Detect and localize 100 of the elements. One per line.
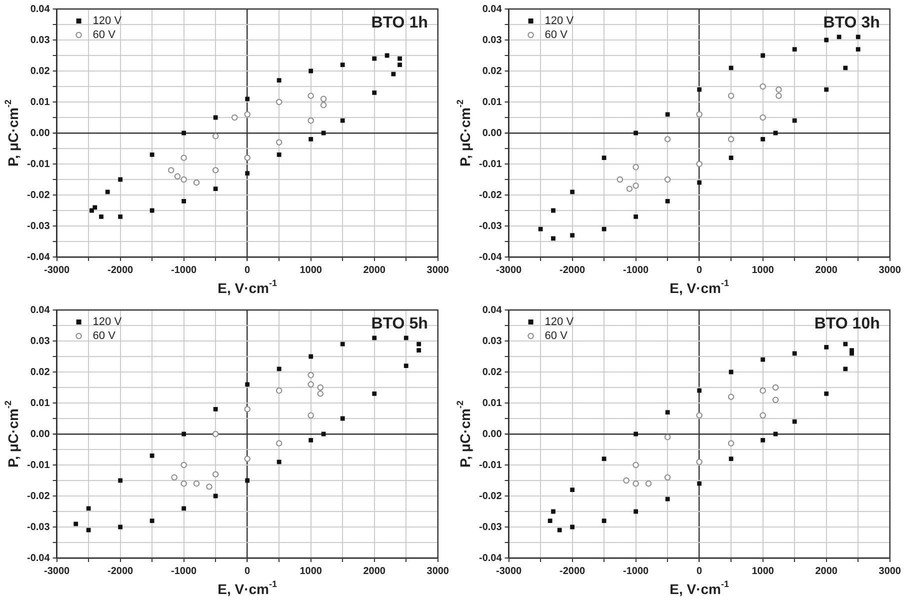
x-tick-label: 1000	[752, 264, 774, 276]
point	[843, 342, 848, 346]
x-tick-label: 0	[696, 264, 703, 276]
point	[398, 56, 402, 61]
point	[760, 388, 766, 394]
point	[182, 432, 186, 436]
point	[760, 357, 766, 362]
point	[213, 186, 218, 191]
point	[182, 199, 186, 204]
point	[213, 115, 218, 120]
point	[86, 506, 91, 511]
point	[665, 410, 670, 414]
legend-label: 120 V	[544, 15, 574, 28]
y-tick-label: 0.01	[30, 96, 50, 108]
legend-label: 120 V	[92, 316, 122, 328]
x-tick-label: 1000	[300, 566, 322, 577]
point	[626, 186, 633, 192]
point	[570, 524, 575, 530]
point	[792, 47, 797, 52]
chart-title: BTO 5h	[371, 315, 428, 332]
point	[792, 419, 797, 424]
point	[276, 78, 282, 82]
y-axis-title: P, μC·cm-2	[2, 100, 21, 166]
point	[212, 167, 219, 174]
point	[308, 92, 314, 99]
y-tick-label: 0.04	[30, 4, 50, 15]
point	[193, 180, 200, 186]
x-tick-label: 2000	[815, 264, 838, 276]
point	[570, 190, 575, 194]
chart-title: BTO 10h	[814, 315, 880, 332]
point	[308, 68, 314, 74]
point	[168, 167, 174, 174]
point	[665, 199, 670, 204]
point	[317, 390, 324, 397]
point	[404, 364, 408, 368]
point	[824, 38, 829, 42]
point	[276, 388, 282, 394]
point	[276, 98, 282, 106]
point	[664, 136, 671, 142]
point	[760, 114, 766, 121]
point	[90, 208, 94, 213]
x-tick-label: -2000	[108, 566, 134, 577]
legend-label: 60 V	[92, 29, 116, 42]
point	[760, 137, 766, 142]
point	[320, 102, 327, 108]
x-tick-label: -2000	[560, 566, 586, 577]
point	[340, 118, 345, 123]
y-axis-title: P, μC·cm-2	[454, 400, 473, 468]
point	[244, 154, 250, 161]
point	[193, 480, 200, 487]
point	[232, 114, 238, 121]
point	[171, 474, 178, 480]
point	[276, 139, 282, 146]
x-tick-label: 2000	[363, 566, 386, 577]
x-tick-label: 0	[244, 264, 251, 276]
y-tick-label: -0.03	[478, 220, 502, 232]
x-tick-label: -2000	[108, 264, 134, 276]
point	[728, 456, 734, 461]
y-axis-title: P, μC·cm-2	[454, 100, 473, 166]
point	[118, 524, 123, 530]
point	[74, 522, 78, 526]
point	[340, 342, 345, 346]
y-tick-label: -0.02	[478, 190, 502, 201]
legend-label: 60 V	[544, 330, 568, 342]
y-tick-label: -0.02	[478, 490, 502, 502]
point	[792, 351, 797, 356]
point	[308, 438, 314, 442]
point	[570, 488, 575, 492]
point	[616, 176, 624, 183]
point	[760, 438, 766, 442]
legend-label: 120 V	[544, 316, 574, 328]
x-tick-label: -1000	[171, 264, 198, 276]
point	[551, 509, 556, 514]
point	[372, 90, 377, 95]
point	[150, 152, 154, 157]
y-tick-label: 0.00	[30, 128, 50, 139]
y-tick-label: -0.01	[478, 460, 502, 471]
x-tick-label: 2000	[815, 566, 838, 577]
point	[182, 130, 186, 136]
y-tick-label: 0.02	[482, 66, 502, 77]
x-tick-label: -2000	[560, 264, 586, 276]
point	[384, 53, 390, 58]
point	[665, 112, 670, 117]
point	[372, 56, 377, 61]
point	[645, 480, 652, 487]
point	[105, 190, 110, 194]
point	[570, 233, 575, 238]
x-tick-label: 3000	[878, 566, 902, 577]
y-axis-title: P, μC·cm-2	[2, 400, 21, 468]
point	[772, 384, 779, 391]
point	[99, 214, 104, 219]
point	[244, 111, 250, 118]
point	[308, 354, 314, 359]
point	[118, 177, 123, 182]
y-tick-label: 0.01	[482, 398, 502, 409]
y-tick-label: 0.04	[482, 4, 502, 15]
point	[836, 34, 842, 40]
point	[150, 454, 154, 458]
point	[728, 92, 734, 99]
y-tick-label: 0.04	[30, 304, 50, 316]
